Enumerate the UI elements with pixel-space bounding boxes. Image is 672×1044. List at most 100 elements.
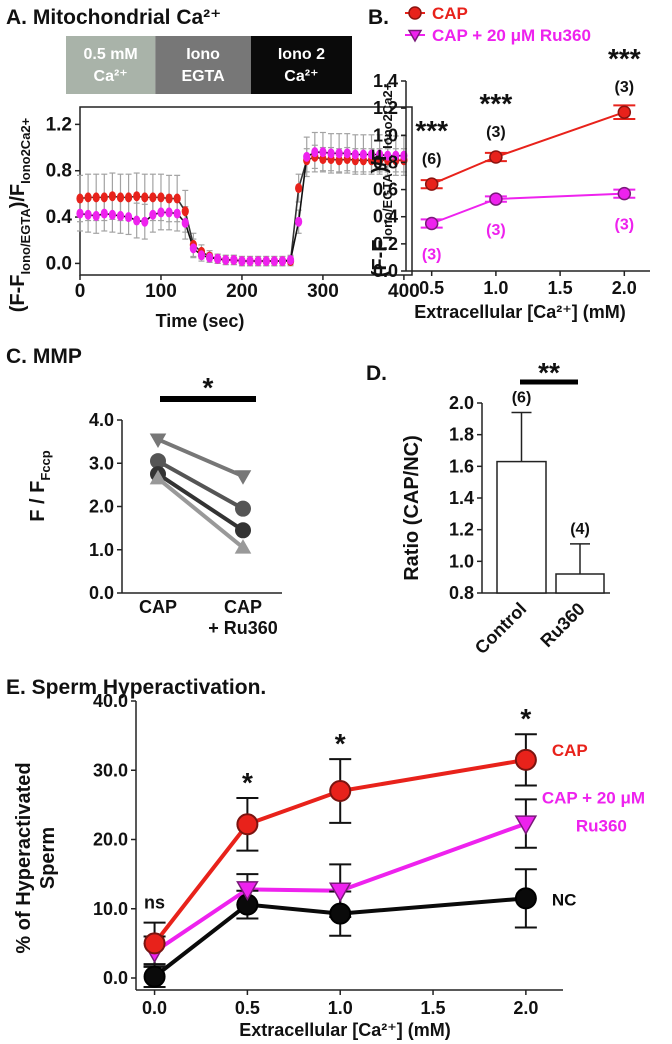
- panel-a-point-ru360: [133, 215, 141, 226]
- panel-a-x-tick-label: 0: [75, 281, 86, 302]
- panel-b-x-axis-label: Extracellular [Ca²⁺] (mM): [414, 302, 626, 322]
- panel-a-x-tick-label: 100: [145, 281, 177, 302]
- panel-c-point-1: [149, 433, 167, 448]
- panel-c-point-4: [149, 469, 167, 485]
- panel-e-point-1: [514, 815, 538, 836]
- panel-a-axes: 0.0 0.4 0.8 1.2 0 100 200 300 400: [46, 106, 420, 302]
- panel-e-significance-label: *: [242, 767, 253, 798]
- panel-d-bar-control: [496, 460, 547, 594]
- condition-label-3-line-2: Ca²⁺: [284, 68, 318, 85]
- panel-b-y-tick-label: 0.6: [373, 180, 398, 200]
- panel-e-significance-label: *: [520, 703, 531, 734]
- panel-e-y-tick-label: 40.0: [93, 691, 128, 711]
- panel-e-point-0: [236, 813, 259, 836]
- panel-c-point-2: [150, 453, 166, 470]
- panel-a-point-ru360: [141, 216, 149, 227]
- panel-e-legend-ru360-line-2: Ru360: [576, 817, 627, 836]
- panel-b-title: B.: [368, 6, 389, 29]
- legend-ru360-marker: [407, 29, 423, 43]
- panel-a-point-ru360: [278, 256, 287, 267]
- panel-c-title: C. MMP: [6, 345, 82, 368]
- panel-d-y-tick-label: 1.4: [449, 488, 474, 508]
- panel-b-point-cap: [424, 177, 439, 191]
- panel-b-n-label-ru360: (3): [486, 222, 506, 239]
- condition-band-1: [66, 36, 156, 94]
- panel-a-point-ru360: [205, 252, 214, 263]
- panel-e-axes: 0.0 10.0 20.0 30.0 40.0 0.0 0.5 1.0 1.5 2.0: [93, 691, 563, 1018]
- panel-d-y-tick-label: 1.2: [449, 520, 474, 540]
- panel-b-point-cap: [489, 150, 503, 164]
- panel-a-point-cap: [319, 154, 327, 165]
- panel-c-y-tick-label: 0.0: [89, 583, 114, 603]
- panel-b-y-tick-label: 1.4: [373, 71, 398, 91]
- panel-b-y-tick-label: 0.8: [373, 152, 398, 172]
- panel-a-x-tick-label: 200: [226, 281, 258, 302]
- panel-c-x-label-ru360-line-2: + Ru360: [208, 618, 278, 638]
- panel-e-plot: ns * * *: [143, 703, 538, 989]
- panel-b-y-tick-label: 0.0: [373, 261, 398, 281]
- panel-a-point-cap: [92, 192, 100, 203]
- panel-a-point-cap: [124, 192, 133, 203]
- panel-e-y-tick-label: 0.0: [103, 968, 128, 988]
- panel-a-point-ru360: [270, 256, 278, 267]
- panel-b-y-tick-label: 0.2: [373, 234, 398, 254]
- panel-e-point-1: [236, 881, 259, 901]
- panel-c-y-tick-label: 1.0: [89, 540, 114, 560]
- panel-e-line-nc: [153, 896, 527, 979]
- panel-d-y-axis-label: Ratio (CAP/NC): [401, 435, 423, 581]
- panel-a-point-cap: [173, 193, 181, 204]
- panel-b-y-tick-label: 1.2: [373, 98, 398, 118]
- panel-a-point-ru360: [303, 151, 311, 162]
- panel-b-axes: 0.0 0.2 0.4 0.6 0.8 1.0 1.2 1.4 0.5 1.0 1.5 2.0: [373, 71, 650, 298]
- panel-a-point-ru360: [319, 147, 327, 158]
- panel-a-point-ru360: [295, 216, 303, 227]
- panel-a-point-cap: [116, 192, 125, 203]
- panel-a-point-ru360: [214, 253, 222, 264]
- panel-b-x-tick-label: 2.0: [612, 278, 637, 298]
- panel-a-y-axis-label: (F-FIono/EGTA)/FIono2Ca2+: [7, 117, 33, 312]
- panel-a-point-ru360: [351, 149, 359, 160]
- panel-e-x-axis-label: Extracellular [Ca²⁺] (mM): [239, 1020, 451, 1040]
- panel-b-x-tick-label: 0.5: [419, 278, 444, 298]
- panel-d-x-label-control: Control: [471, 599, 530, 658]
- panel-b-plot: (6) *** (3) (3) *** (3) (3) *** (3): [415, 43, 640, 263]
- panel-d-y-tick-label: 1.8: [449, 425, 474, 445]
- panel-b-n-label-cap: (6): [422, 151, 442, 168]
- panel-a-point-ru360: [84, 209, 92, 220]
- panel-b-y-tick-label: 1.0: [373, 125, 398, 145]
- panel-a-point-ru360: [343, 148, 351, 159]
- panel-d-y-tick-label: 1.0: [449, 551, 474, 571]
- panel-b-legend: CAP CAP + 20 μM Ru360: [405, 4, 591, 45]
- panel-e-x-tick-label: 1.5: [421, 998, 446, 1018]
- condition-band-3: [250, 36, 352, 94]
- panel-b-significance-star: ***: [480, 88, 513, 119]
- panel-e-point-2: [329, 902, 352, 925]
- panel-a-point-ru360: [108, 209, 116, 220]
- panel-d-n-label: (4): [570, 521, 590, 538]
- condition-label-1-line-2: Ca²⁺: [94, 68, 128, 85]
- panel-e-point-0: [514, 748, 537, 771]
- panel-a-plot: [76, 131, 408, 267]
- panel-a-title: A. Mitochondrial Ca²⁺: [6, 6, 221, 29]
- panel-a-point-ru360: [116, 210, 125, 221]
- panel-e-x-tick-label: 0.0: [142, 998, 167, 1018]
- panel-a-point-ru360: [367, 149, 376, 160]
- legend-ru360-label: CAP + 20 μM Ru360: [432, 26, 591, 45]
- panel-b-line-cap: [431, 111, 625, 186]
- panel-e-x-tick-label: 0.5: [235, 998, 260, 1018]
- panel-a-point-ru360: [100, 208, 108, 219]
- panel-e-y-tick-label: 30.0: [93, 760, 128, 780]
- panel-a-point-ru360: [230, 254, 238, 265]
- panel-d-y-tick-label: 0.8: [449, 583, 474, 603]
- panel-a-condition-bar: 0.5 mM Ca²⁺ Iono EGTA Iono 2 Ca²⁺: [66, 36, 352, 94]
- panel-d-significance-star: **: [538, 357, 560, 388]
- panel-a-point-cap: [149, 192, 157, 203]
- panel-c-pair-line-3: [156, 472, 245, 532]
- panel-a-frame: [79, 106, 413, 276]
- panel-a-point-ru360: [197, 250, 206, 261]
- panel-b-point-ru360: [489, 192, 503, 206]
- panel-d-y-tick-label: 1.6: [449, 456, 474, 476]
- panel-c-y-tick-label: 4.0: [89, 410, 114, 430]
- panel-c-x-label-cap: CAP: [139, 597, 177, 617]
